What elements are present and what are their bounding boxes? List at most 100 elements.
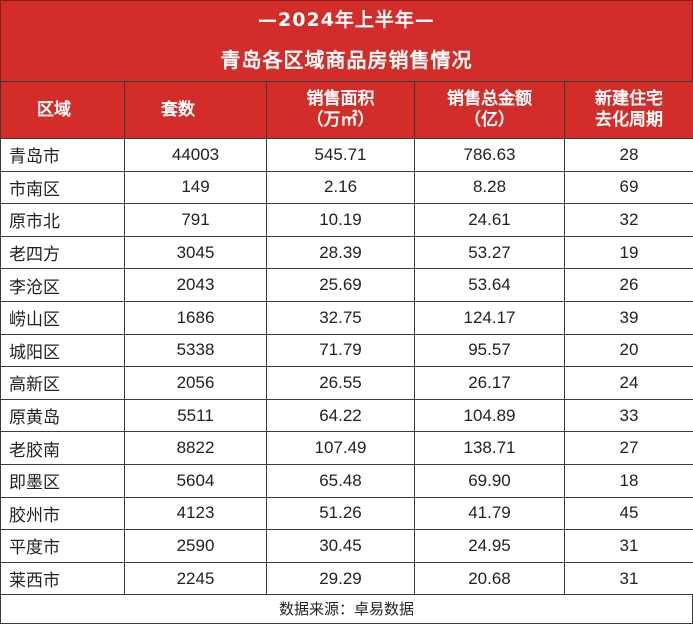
cell-count: 2590 [124, 529, 267, 563]
table-row: 老胶南 8822 107.49 138.71 27 [0, 431, 693, 465]
table-row: 高新区 2056 26.55 26.17 24 [0, 366, 693, 400]
cell-region: 青岛市 [0, 138, 125, 172]
cell-area: 2.16 [266, 170, 415, 205]
cell-region: 原黄岛 [0, 398, 125, 433]
cell-cycle: 45 [564, 496, 693, 531]
cell-area: 65.48 [266, 463, 415, 498]
cell-cycle: 27 [564, 431, 693, 465]
cell-area: 107.49 [266, 431, 415, 465]
cell-cycle: 20 [564, 333, 693, 368]
cell-cycle: 28 [564, 138, 693, 172]
cell-area: 28.39 [266, 235, 415, 270]
cell-amount: 24.95 [414, 529, 565, 563]
header-row: 区域 套数 销售面积 （万㎡） 销售总金额 （亿） 新建住宅 去化周期 [0, 81, 693, 139]
header-region: 区域 [0, 81, 125, 139]
cell-amount: 20.68 [414, 561, 565, 596]
cell-area: 32.75 [266, 300, 415, 335]
cell-region: 城阳区 [0, 333, 125, 368]
cell-amount: 69.90 [414, 463, 565, 498]
cell-cycle: 31 [564, 529, 693, 563]
header-area: 销售面积 （万㎡） [266, 81, 415, 139]
header-cycle-line2: 去化周期 [595, 110, 663, 130]
cell-count: 2043 [124, 268, 267, 302]
cell-region: 市南区 [0, 170, 125, 205]
cell-amount: 41.79 [414, 496, 565, 531]
header-amount: 销售总金额 （亿） [414, 81, 565, 139]
cell-amount: 53.64 [414, 268, 565, 302]
cell-region: 高新区 [0, 366, 125, 400]
table-body: 青岛市 44003 545.71 786.63 28 市南区 149 2.16 8.28 69 原市… [0, 138, 693, 596]
cell-amount: 8.28 [414, 170, 565, 205]
cell-region: 李沧区 [0, 268, 125, 302]
cell-count: 1686 [124, 300, 267, 335]
table-row: 胶州市 4123 51.26 41.79 45 [0, 496, 693, 531]
cell-count: 44003 [124, 138, 267, 172]
table-row: 崂山区 1686 32.75 124.17 39 [0, 300, 693, 335]
header-area-line2: （万㎡） [306, 110, 375, 130]
cell-count: 5604 [124, 463, 267, 498]
cell-area: 26.55 [266, 366, 415, 400]
header-area-line1: 销售面积 [306, 89, 375, 109]
cell-region: 平度市 [0, 529, 125, 563]
cell-region: 崂山区 [0, 300, 125, 335]
title-band: —2024年上半年— 青岛各区域商品房销售情况 [0, 0, 693, 81]
header-amount-line2: （亿） [464, 110, 515, 130]
cell-area: 545.71 [266, 138, 415, 172]
cell-area: 29.29 [266, 561, 415, 596]
table-row: 原黄岛 5511 64.22 104.89 33 [0, 398, 693, 433]
cell-cycle: 69 [564, 170, 693, 205]
cell-area: 25.69 [266, 268, 415, 302]
cell-region: 莱西市 [0, 561, 125, 596]
cell-region: 老胶南 [0, 431, 125, 465]
cell-area: 71.79 [266, 333, 415, 368]
table-row: 城阳区 5338 71.79 95.57 20 [0, 333, 693, 368]
cell-region: 即墨区 [0, 463, 125, 498]
cell-cycle: 33 [564, 398, 693, 433]
cell-count: 5338 [124, 333, 267, 368]
table-title: 青岛各区域商品房销售情况 [220, 48, 473, 72]
cell-region: 原市北 [0, 203, 125, 237]
cell-amount: 124.17 [414, 300, 565, 335]
cell-count: 2245 [124, 561, 267, 596]
header-amount-line1: 销售总金额 [447, 89, 532, 109]
cell-cycle: 26 [564, 268, 693, 302]
cell-count: 791 [124, 203, 267, 237]
table-row: 老四方 3045 28.39 53.27 19 [0, 235, 693, 270]
sales-table: 区域 套数 销售面积 （万㎡） 销售总金额 （亿） 新建住宅 去化周期 青岛市 4… [0, 81, 693, 596]
cell-amount: 95.57 [414, 333, 565, 368]
cell-area: 64.22 [266, 398, 415, 433]
header-cycle-line1: 新建住宅 [595, 89, 663, 109]
cell-region: 胶州市 [0, 496, 125, 531]
cell-cycle: 19 [564, 235, 693, 270]
cell-count: 3045 [124, 235, 267, 270]
table-row: 李沧区 2043 25.69 53.64 26 [0, 268, 693, 302]
cell-count: 4123 [124, 496, 267, 531]
period-title: —2024年上半年— [258, 9, 435, 31]
cell-region: 老四方 [0, 235, 125, 270]
table-row: 平度市 2590 30.45 24.95 31 [0, 529, 693, 563]
cell-amount: 24.61 [414, 203, 565, 237]
header-cycle: 新建住宅 去化周期 [564, 81, 693, 139]
cell-amount: 26.17 [414, 366, 565, 400]
cell-cycle: 24 [564, 366, 693, 400]
cell-cycle: 32 [564, 203, 693, 237]
cell-count: 5511 [124, 398, 267, 433]
table-row: 市南区 149 2.16 8.28 69 [0, 170, 693, 205]
cell-cycle: 39 [564, 300, 693, 335]
data-source-note: 数据来源：卓易数据 [0, 595, 693, 625]
cell-amount: 138.71 [414, 431, 565, 465]
table-row: 原市北 791 10.19 24.61 32 [0, 203, 693, 237]
cell-cycle: 18 [564, 463, 693, 498]
cell-count: 8822 [124, 431, 267, 465]
cell-count: 2056 [124, 366, 267, 400]
cell-area: 10.19 [266, 203, 415, 237]
table-row: 青岛市 44003 545.71 786.63 28 [0, 138, 693, 172]
cell-count: 149 [124, 170, 267, 205]
cell-amount: 786.63 [414, 138, 565, 172]
cell-amount: 104.89 [414, 398, 565, 433]
cell-area: 30.45 [266, 529, 415, 563]
cell-area: 51.26 [266, 496, 415, 531]
table-row: 莱西市 2245 29.29 20.68 31 [0, 561, 693, 596]
table-row: 即墨区 5604 65.48 69.90 18 [0, 463, 693, 498]
